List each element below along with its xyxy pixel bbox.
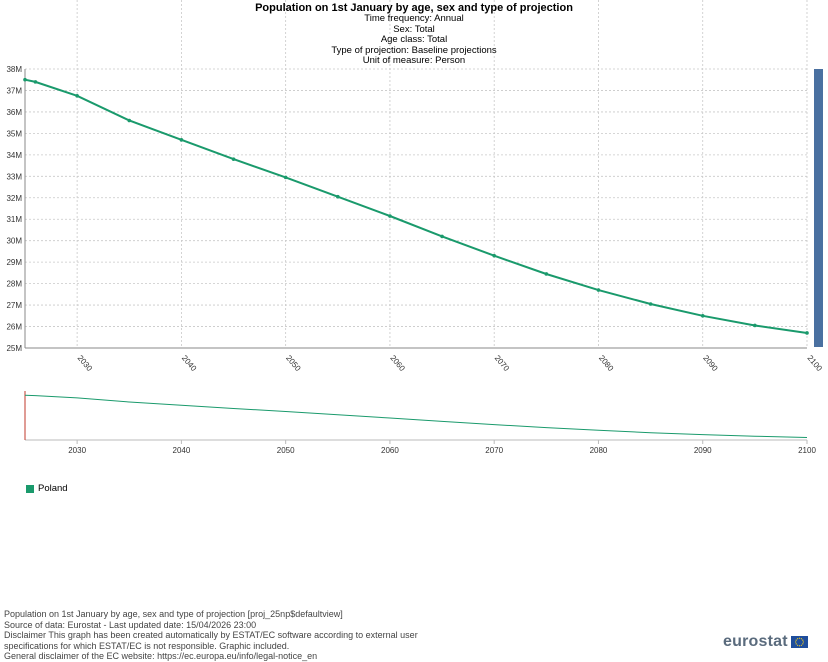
y-tick-label: 32M xyxy=(6,194,22,203)
y-tick-label: 35M xyxy=(6,129,22,138)
data-point xyxy=(440,234,444,239)
navigator-tick-label: 2030 xyxy=(68,446,86,455)
navigator-tick-label: 2040 xyxy=(173,446,191,455)
data-point xyxy=(127,118,132,123)
navigator-tick-label: 2090 xyxy=(694,446,712,455)
chart-title: Population on 1st January by age, sex an… xyxy=(255,2,573,14)
data-point xyxy=(805,331,809,335)
chart-header: Population on 1st January by age, sex an… xyxy=(0,2,828,67)
y-tick-label: 28M xyxy=(6,280,22,289)
x-axis-ticks: 2030 2040 2050 2060 2070 2080 2090 2100 xyxy=(76,354,825,374)
data-point xyxy=(492,253,497,258)
data-point xyxy=(75,94,79,98)
x-tick-label: 2100 xyxy=(805,354,824,374)
y-tick-label: 25M xyxy=(6,344,22,353)
navigator-tick-label: 2060 xyxy=(381,446,399,455)
y-tick-label: 29M xyxy=(6,258,22,267)
subtitle-sex: Sex: Total xyxy=(393,23,435,35)
series-lines xyxy=(23,77,809,335)
legend[interactable]: Poland xyxy=(26,483,68,494)
footer-disclaimer-1: Disclaimer This graph has been created a… xyxy=(4,630,418,640)
data-point xyxy=(179,138,184,142)
axes xyxy=(24,69,807,349)
x-tick-label: 2050 xyxy=(284,354,303,374)
data-point xyxy=(648,302,653,306)
navigator-tick-label: 2050 xyxy=(277,446,295,455)
x-tick-label: 2070 xyxy=(493,354,512,374)
subtitle-age-class: Age class: Total xyxy=(380,34,448,45)
navigator-series-poland xyxy=(24,394,808,438)
data-point xyxy=(596,288,601,292)
eurostat-logo: eurostat xyxy=(723,633,808,651)
legend-label-poland: Poland xyxy=(38,483,68,494)
logo-text: eurostat xyxy=(723,633,788,650)
y-tick-label: 37M xyxy=(6,86,22,95)
grid-lines xyxy=(25,0,808,349)
data-point xyxy=(388,214,392,218)
y-tick-label: 27M xyxy=(6,301,22,310)
series-line-poland xyxy=(24,78,808,334)
data-point xyxy=(33,80,38,84)
data-point xyxy=(700,314,705,318)
data-point xyxy=(231,157,236,161)
y-tick-label: 26M xyxy=(6,323,22,332)
data-point xyxy=(23,77,27,82)
data-point xyxy=(544,272,549,276)
navigator-tick-label: 2100 xyxy=(798,446,816,455)
footer-legal-notice: General disclaimer of the EC website: ht… xyxy=(4,651,318,661)
navigator: 2030 2040 2050 2060 2070 2080 2090 2100 xyxy=(24,391,816,455)
y-axis-ticks: 25M 26M 27M 28M 29M 30M 31M 32M 33M 34M 35M 36M 37M 3… xyxy=(6,65,22,353)
y-tick-label: 33M xyxy=(6,172,22,181)
navigator-tick-label: 2070 xyxy=(485,446,503,455)
x-tick-label: 2030 xyxy=(76,354,95,374)
subtitle-unit: Unit of measure: Person xyxy=(362,55,466,66)
y-tick-label: 34M xyxy=(6,151,22,160)
data-point xyxy=(283,175,288,180)
y-tick-label: 30M xyxy=(6,237,22,246)
eu-flag-icon xyxy=(790,636,808,648)
vertical-scrollbar[interactable] xyxy=(814,69,823,347)
x-tick-label: 2060 xyxy=(388,354,407,374)
footer-source: Source of data: Eurostat - Last updated … xyxy=(4,619,257,630)
x-tick-label: 2080 xyxy=(597,354,616,374)
footer-disclaimer-2: specifications for which ESTAT/EC is not… xyxy=(4,640,290,651)
x-tick-label: 2090 xyxy=(701,354,720,374)
y-tick-label: 31M xyxy=(6,215,22,224)
subtitle-time-frequency: Time frequency: Annual xyxy=(364,13,464,24)
legend-swatch-poland xyxy=(26,484,34,493)
chart-area: 25M 26M 27M 28M 29M 30M 31M 32M 33M 34M 35M 36M 37M 3… xyxy=(6,0,825,455)
y-tick-label: 36M xyxy=(6,108,22,117)
data-point xyxy=(336,194,340,199)
y-tick-label: 38M xyxy=(6,65,22,74)
x-tick-label: 2040 xyxy=(180,354,199,374)
navigator-tick-label: 2080 xyxy=(590,446,608,455)
footer-dataset: Population on 1st January by age, sex an… xyxy=(4,609,343,619)
subtitle-projection-type: Type of projection: Baseline projections xyxy=(331,44,497,56)
data-point xyxy=(753,323,757,328)
footer: Population on 1st January by age, sex an… xyxy=(4,609,418,662)
